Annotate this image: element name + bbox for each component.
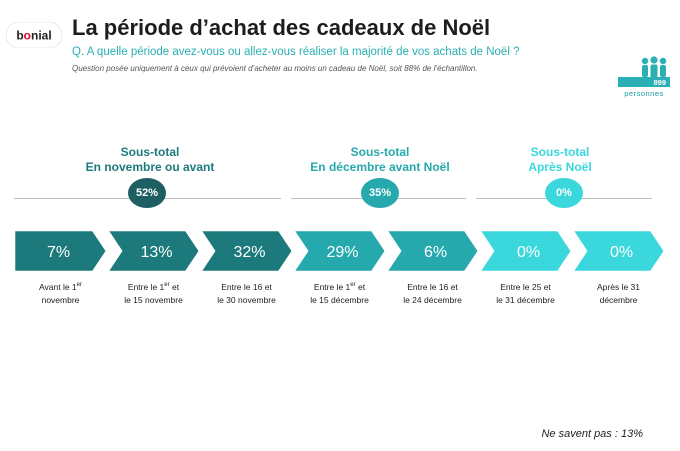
subtotal-title: Sous-total Après Noël bbox=[480, 145, 640, 175]
subtotal-badge: 52% bbox=[128, 178, 166, 208]
sample-count: 899 bbox=[653, 78, 666, 87]
period-label: Entre le 16 et le 30 novembre bbox=[217, 282, 276, 305]
subtotal-badge: 0% bbox=[545, 178, 583, 208]
subtotal-heading: Sous-total bbox=[530, 145, 590, 159]
sample-size-badge: 899 personnes bbox=[618, 55, 670, 99]
subtotal-period: En novembre ou avant bbox=[85, 160, 215, 174]
period-value: 0% bbox=[610, 244, 633, 261]
period-chevron bbox=[476, 228, 574, 274]
period-chevron bbox=[383, 228, 481, 274]
subtotal-heading: Sous-total bbox=[120, 145, 180, 159]
period-chevrons: 7% 13% 32% 29% 6% 0% 0% bbox=[12, 228, 667, 274]
subtotal-title: Sous-total En décembre avant Noël bbox=[270, 145, 490, 175]
period-label: Après le 31 décembre bbox=[597, 282, 640, 305]
page-title: La période d’achat des cadeaux de Noël bbox=[72, 15, 491, 40]
period-value: 29% bbox=[326, 244, 358, 261]
period-label: Entre le 16 et le 24 décembre bbox=[403, 282, 462, 305]
period-chevron bbox=[12, 228, 109, 274]
subtotal-title: Sous-total En novembre ou avant bbox=[40, 145, 260, 175]
subtotal-period: Après Noël bbox=[528, 160, 592, 174]
svg-text:bonial: bonial bbox=[16, 29, 51, 43]
period-chevron bbox=[290, 228, 388, 274]
period-label: Avant le 1er novembre bbox=[39, 282, 82, 305]
period-value: 32% bbox=[233, 244, 265, 261]
period-value: 0% bbox=[517, 244, 540, 261]
footnote: Ne savent pas : 13% bbox=[541, 428, 643, 440]
period-chevron bbox=[104, 228, 202, 274]
survey-note: Question posée uniquement à ceux qui pré… bbox=[72, 64, 478, 73]
period-label: Entre le 25 et le 31 décembre bbox=[496, 282, 555, 305]
period-chevron bbox=[197, 228, 295, 274]
period-value: 6% bbox=[424, 244, 447, 261]
period-label: Entre le 1er et le 15 décembre bbox=[310, 282, 369, 305]
subtotal-period: En décembre avant Noël bbox=[310, 160, 450, 174]
period-value: 13% bbox=[140, 244, 172, 261]
period-label: Entre le 1er et le 15 novembre bbox=[124, 282, 183, 305]
period-value: 7% bbox=[47, 244, 70, 261]
period-chevron bbox=[569, 228, 667, 274]
survey-question: Q. A quelle période avez-vous ou allez-v… bbox=[72, 46, 520, 58]
bonial-logo: bonial bbox=[6, 22, 62, 48]
subtotal-heading: Sous-total bbox=[350, 145, 410, 159]
sample-label: personnes bbox=[624, 89, 664, 98]
people-icon bbox=[618, 56, 670, 87]
subtotal-badge: 35% bbox=[361, 178, 399, 208]
